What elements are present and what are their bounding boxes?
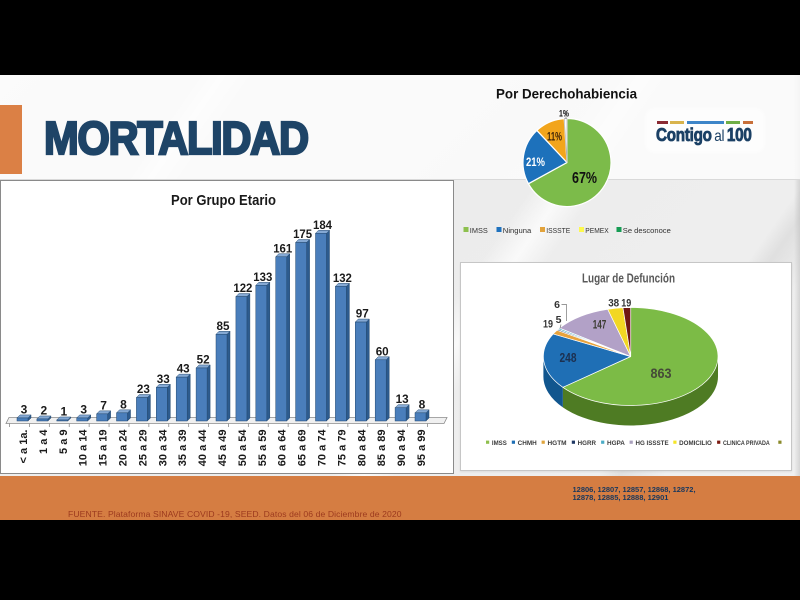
- svg-text:45 a 49: 45 a 49: [217, 430, 229, 467]
- svg-text:11%: 11%: [547, 130, 562, 144]
- svg-text:90 a 94: 90 a 94: [396, 429, 408, 467]
- svg-text:HG ISSSTE: HG ISSSTE: [636, 440, 669, 447]
- svg-text:52: 52: [197, 352, 210, 366]
- svg-text:97: 97: [356, 307, 369, 321]
- svg-text:5: 5: [556, 314, 562, 326]
- svg-text:175: 175: [293, 227, 312, 241]
- svg-text:HGRR: HGRR: [578, 440, 597, 447]
- svg-text:1: 1: [60, 404, 67, 418]
- svg-text:133: 133: [253, 270, 272, 284]
- svg-text:55 a 59: 55 a 59: [257, 430, 269, 467]
- svg-text:122: 122: [233, 281, 252, 295]
- svg-text:248: 248: [560, 350, 577, 365]
- svg-text:< a 1a.: < a 1a.: [18, 430, 30, 464]
- svg-text:8: 8: [419, 397, 426, 411]
- svg-text:85 a 89: 85 a 89: [376, 430, 388, 467]
- svg-text:Se desconoce: Se desconoce: [623, 226, 671, 235]
- svg-text:Por Grupo Etario: Por Grupo Etario: [171, 192, 276, 209]
- svg-text:3: 3: [21, 402, 28, 416]
- svg-text:23: 23: [137, 382, 150, 396]
- svg-text:6: 6: [554, 299, 560, 311]
- svg-text:43: 43: [177, 362, 190, 376]
- svg-text:3: 3: [80, 402, 87, 416]
- svg-text:25 a 29: 25 a 29: [137, 430, 149, 467]
- svg-text:8: 8: [120, 397, 127, 411]
- svg-text:HGPA: HGPA: [607, 440, 626, 447]
- svg-text:863: 863: [651, 365, 672, 381]
- svg-text:ISSSTE: ISSSTE: [546, 226, 570, 235]
- svg-text:PEMEX: PEMEX: [585, 226, 608, 235]
- svg-text:IMSS: IMSS: [470, 226, 488, 235]
- svg-text:2: 2: [41, 403, 48, 417]
- svg-text:Por Derechohabiencia: Por Derechohabiencia: [496, 86, 637, 102]
- svg-text:38: 38: [608, 298, 619, 310]
- svg-text:95 a 99: 95 a 99: [416, 430, 428, 467]
- svg-text:5 a 9: 5 a 9: [58, 430, 70, 454]
- svg-text:20 a 24: 20 a 24: [118, 429, 130, 467]
- svg-text:80 a 84: 80 a 84: [356, 429, 368, 467]
- svg-text:75 a 79: 75 a 79: [336, 430, 348, 467]
- svg-text:60 a 64: 60 a 64: [277, 429, 289, 467]
- svg-text:33: 33: [157, 372, 170, 386]
- svg-text:35 a 39: 35 a 39: [177, 430, 189, 467]
- svg-text:Ninguna: Ninguna: [503, 226, 532, 235]
- svg-text:7: 7: [100, 398, 107, 412]
- svg-text:30 a 34: 30 a 34: [157, 429, 169, 467]
- svg-text:67%: 67%: [572, 170, 597, 187]
- svg-text:CHMH: CHMH: [518, 440, 537, 447]
- svg-text:19: 19: [543, 319, 553, 331]
- svg-text:21%: 21%: [526, 155, 545, 169]
- svg-text:15 a 19: 15 a 19: [98, 430, 110, 467]
- svg-text:85: 85: [217, 319, 230, 333]
- svg-text:1%: 1%: [559, 109, 569, 120]
- svg-text:60: 60: [376, 344, 389, 358]
- svg-text:10 a 14: 10 a 14: [78, 429, 90, 467]
- svg-text:13: 13: [396, 392, 409, 406]
- svg-text:1 a 4: 1 a 4: [38, 429, 50, 454]
- svg-text:Lugar de Defunción: Lugar de Defunción: [582, 272, 675, 286]
- svg-text:161: 161: [273, 241, 292, 255]
- svg-text:40 a 44: 40 a 44: [197, 429, 209, 467]
- svg-text:65 a 69: 65 a 69: [297, 430, 309, 467]
- svg-text:HGTM: HGTM: [548, 440, 567, 447]
- svg-text:70 a 74: 70 a 74: [317, 429, 329, 467]
- svg-text:50 a 54: 50 a 54: [237, 429, 249, 467]
- svg-text:147: 147: [593, 320, 607, 332]
- svg-text:IMSS: IMSS: [492, 440, 507, 447]
- svg-text:19: 19: [621, 298, 631, 310]
- svg-text:CLINICA PRIVADA: CLINICA PRIVADA: [723, 440, 770, 447]
- svg-text:184: 184: [313, 218, 332, 232]
- svg-text:132: 132: [333, 271, 352, 285]
- svg-text:DOMICILIO: DOMICILIO: [679, 440, 712, 447]
